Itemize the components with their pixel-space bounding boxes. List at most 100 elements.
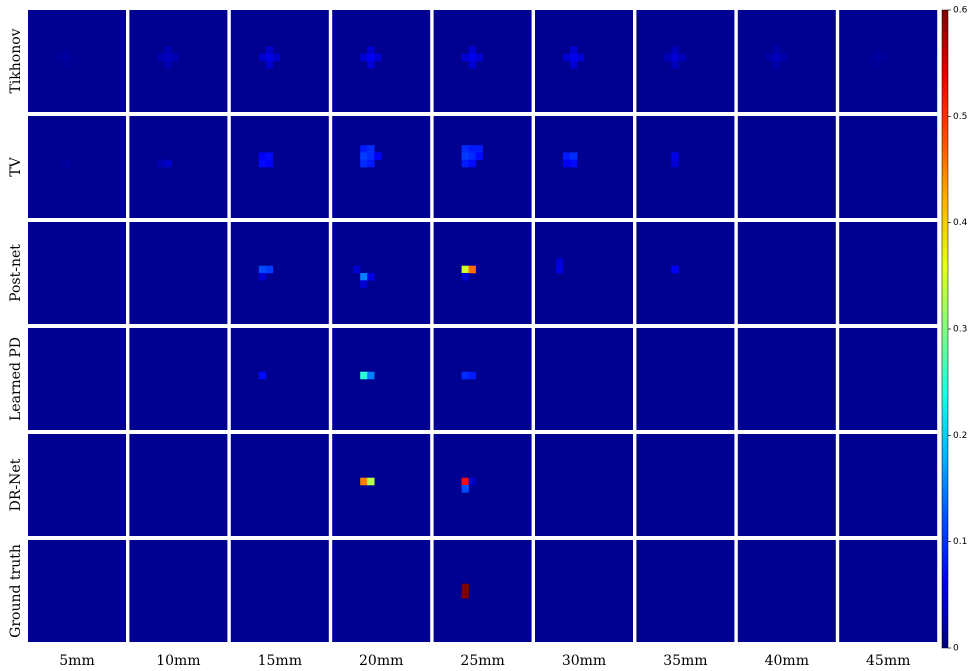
pixel <box>772 61 781 69</box>
panel-background <box>129 540 228 642</box>
pixel <box>874 46 882 55</box>
pixel <box>468 371 476 380</box>
pixel <box>164 53 172 62</box>
pixel <box>468 53 476 62</box>
panel-background <box>737 222 836 324</box>
pixel <box>881 53 889 62</box>
panel-background <box>535 540 633 642</box>
pixel <box>374 53 382 62</box>
pixel <box>678 53 686 62</box>
pixel <box>461 265 469 274</box>
panel-background <box>433 328 532 430</box>
pixel <box>360 280 368 288</box>
pixel <box>258 371 267 380</box>
pixel <box>367 145 375 153</box>
panel-background <box>535 328 633 430</box>
panel-background <box>28 116 126 218</box>
panel-background <box>737 116 836 218</box>
panel-background <box>230 540 329 642</box>
pixel <box>468 477 476 486</box>
pixel <box>461 145 469 153</box>
pixel <box>671 159 679 168</box>
pixel <box>671 61 679 69</box>
panel-background <box>737 540 836 642</box>
panel-background <box>636 116 735 218</box>
pixel <box>461 371 469 380</box>
pixel <box>360 53 368 62</box>
panel-background <box>535 434 633 536</box>
panel-background <box>28 222 126 324</box>
pixel <box>367 159 375 168</box>
panel-background <box>332 540 431 642</box>
panel-background <box>332 328 431 430</box>
pixel <box>265 159 274 168</box>
panel-background <box>535 222 633 324</box>
pixel <box>258 152 267 161</box>
pixel <box>367 371 375 380</box>
pixel <box>461 485 469 493</box>
panel-background <box>129 434 228 536</box>
pixel <box>772 53 781 62</box>
pixel <box>265 265 274 274</box>
pixel <box>164 159 172 168</box>
panel-background <box>332 222 431 324</box>
pixel <box>367 61 375 69</box>
column-label: 45mm <box>866 653 910 669</box>
pixel <box>374 152 382 161</box>
pixel <box>577 53 585 62</box>
pixel <box>570 152 578 161</box>
panel-background <box>332 434 431 536</box>
panel-background <box>129 328 228 430</box>
pixel <box>461 159 469 168</box>
pixel <box>468 152 476 161</box>
panel-background <box>839 328 938 430</box>
pixel <box>468 46 476 55</box>
colorbar-tick-label: 0.4 <box>953 218 968 228</box>
pixel <box>360 477 368 486</box>
panel-background <box>28 540 126 642</box>
pixel <box>671 46 679 55</box>
pixel <box>367 273 375 281</box>
pixel <box>570 46 578 55</box>
pixel <box>461 591 469 599</box>
pixel <box>367 53 375 62</box>
panel-background <box>433 540 532 642</box>
pixel <box>360 145 368 153</box>
panel-background <box>332 116 431 218</box>
pixel <box>867 53 875 62</box>
panel-background <box>129 116 228 218</box>
pixel <box>765 53 774 62</box>
pixel <box>664 53 672 62</box>
pixel <box>570 53 578 62</box>
panel-background <box>839 540 938 642</box>
pixel <box>563 152 571 161</box>
panel-background <box>230 328 329 430</box>
panel-background <box>230 434 329 536</box>
colorbar-tick-label: 0.1 <box>953 537 967 547</box>
pixel <box>265 53 274 62</box>
pixel <box>265 152 274 161</box>
pixel <box>570 159 578 168</box>
colorbar-tick-label: 0.3 <box>953 325 967 335</box>
pixel <box>468 159 476 168</box>
pixel <box>367 152 375 161</box>
panel-background <box>636 540 735 642</box>
pixel <box>874 61 882 69</box>
column-label: 5mm <box>59 653 94 669</box>
row-label: Ground truth <box>8 544 24 638</box>
panel-background <box>129 222 228 324</box>
pixel <box>461 273 469 281</box>
colorbar-tick-label: 0.2 <box>953 431 967 441</box>
pixel <box>367 46 375 55</box>
pixel <box>164 46 172 55</box>
colorbar-tick-label: 0.6 <box>953 6 968 16</box>
pixel <box>360 371 368 380</box>
colorbar <box>941 9 949 649</box>
row-label: Post-net <box>8 244 24 302</box>
pixel <box>772 46 781 55</box>
pixel <box>475 53 483 62</box>
row-label: TV <box>8 156 24 176</box>
pixel <box>671 152 679 161</box>
pixel <box>556 265 564 274</box>
